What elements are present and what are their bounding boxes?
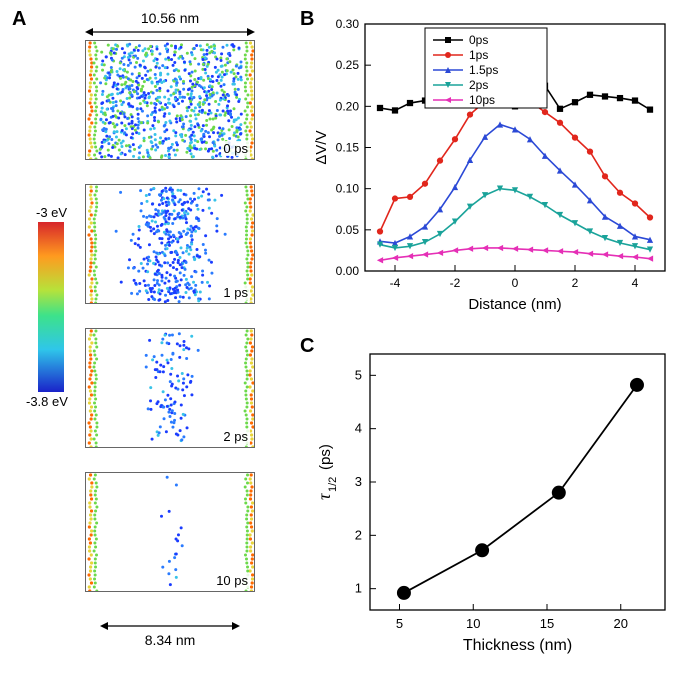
svg-text:(ps): (ps) [317,444,334,470]
svg-text:0.25: 0.25 [336,58,360,72]
svg-text:2: 2 [572,276,579,290]
simulation-frame: 1 ps [85,184,255,304]
bottom-dimension-label: 8.34 nm [100,632,240,648]
svg-text:Thickness (nm): Thickness (nm) [463,637,572,654]
svg-text:0.30: 0.30 [336,17,360,31]
svg-text:10: 10 [466,616,480,631]
simulation-frame: 10 ps [85,472,255,592]
svg-text:4: 4 [632,276,639,290]
svg-text:1.5ps: 1.5ps [469,63,498,77]
svg-text:0.20: 0.20 [336,99,360,113]
svg-text:1: 1 [355,581,362,596]
svg-text:4: 4 [355,421,362,436]
chart-b: -4 -2 0 2 4 0.00 0.05 0.10 0.15 0.20 0.25 0.30 Dista… [310,14,675,319]
colorbar [38,222,64,392]
simulation-frame: 2 ps [85,328,255,448]
svg-text:0.05: 0.05 [336,223,360,237]
time-label: 2 ps [221,429,250,444]
colorbar-top-label: -3 eV [36,205,80,220]
panel-label-a: A [12,8,26,30]
top-dimension-label: 10.56 nm [85,10,255,26]
svg-text:-4: -4 [390,276,401,290]
svg-text:-2: -2 [450,276,461,290]
simulation-frame: 0 ps [85,40,255,160]
svg-text:5: 5 [396,616,403,631]
chart-c: 5 10 15 20 1 2 3 4 5 Thickness (nm) τ1/2 (ps) [310,342,675,662]
time-label: 0 ps [221,141,250,156]
time-label: 10 ps [214,573,250,588]
svg-text:5: 5 [355,367,362,382]
svg-text:0.00: 0.00 [336,264,360,278]
svg-text:τ: τ [314,493,334,500]
svg-text:2: 2 [355,527,362,542]
svg-text:20: 20 [614,616,628,631]
svg-text:0: 0 [512,276,519,290]
svg-text:0.15: 0.15 [336,141,360,155]
bottom-dimension-arrow [100,620,240,632]
colorbar-bottom-label: -3.8 eV [26,394,80,409]
svg-text:2ps: 2ps [469,78,488,92]
svg-text:0ps: 0ps [469,33,488,47]
svg-text:15: 15 [540,616,554,631]
svg-text:0.10: 0.10 [336,182,360,196]
svg-text:1/2: 1/2 [327,477,339,492]
top-dimension-arrow [85,26,255,38]
svg-text:10ps: 10ps [469,93,495,107]
svg-text:ΔV/V: ΔV/V [313,130,330,164]
svg-text:3: 3 [355,474,362,489]
svg-text:Distance (nm): Distance (nm) [468,296,561,313]
svg-text:1ps: 1ps [469,48,488,62]
time-label: 1 ps [221,285,250,300]
